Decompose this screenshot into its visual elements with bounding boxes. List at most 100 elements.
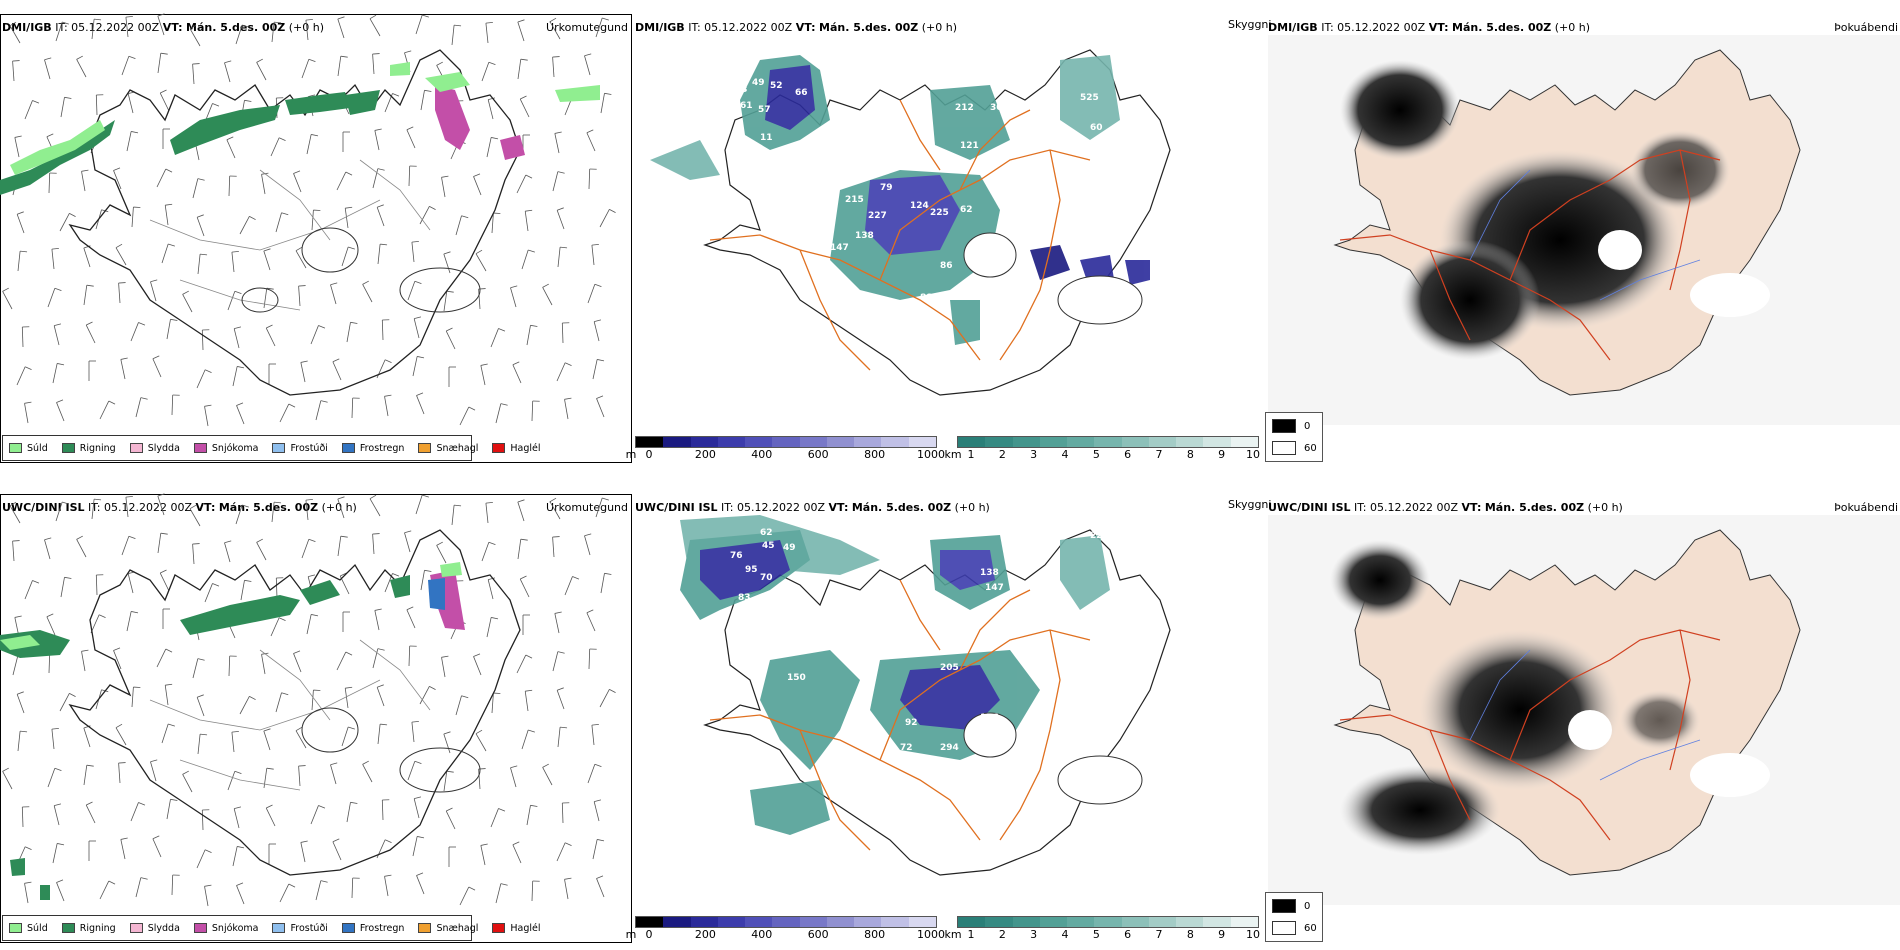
legend-item: Rigning — [61, 923, 116, 934]
wind-barb-flag — [446, 327, 453, 332]
wind-barb-flag — [557, 171, 565, 174]
precip-map-2[interactable] — [0, 480, 632, 950]
wind-barb-flag — [57, 843, 65, 846]
wind-barb-flag — [414, 316, 422, 319]
wind-barb — [231, 252, 235, 273]
legend-item: Frostregn — [341, 923, 404, 934]
wind-barb-flag — [500, 403, 508, 406]
wind-barb-flag — [182, 290, 189, 295]
legend-swatch — [129, 443, 143, 453]
wind-barb — [564, 399, 569, 420]
wind-barb — [236, 405, 245, 425]
wind-barb-flag — [377, 168, 385, 171]
wind-barb-flag — [165, 168, 173, 173]
wind-barb-flag — [311, 134, 319, 137]
wind-barb-flag — [557, 207, 564, 211]
vis-colorbar-km — [957, 436, 1259, 448]
wind-barb-flag — [86, 284, 94, 287]
wind-barb — [300, 362, 306, 383]
wind-barb-flag — [332, 358, 340, 363]
fog-legend-item: 0 — [1272, 419, 1310, 433]
precip-map-1[interactable] — [0, 0, 632, 470]
wind-barb-flag — [468, 886, 476, 891]
wind-barb — [46, 616, 56, 636]
wind-barb-flag — [384, 394, 392, 397]
legend-swatch — [341, 443, 355, 453]
wind-barb — [526, 805, 531, 826]
wind-barb-flag — [274, 21, 282, 24]
wind-barb — [549, 501, 561, 520]
wind-barb — [60, 577, 65, 598]
wind-barb-flag — [602, 497, 609, 501]
roads — [1339, 629, 1721, 841]
wind-barb-flag — [69, 692, 76, 697]
wind-barb — [95, 94, 98, 116]
wind-barb-flag — [454, 504, 462, 507]
wind-barb — [131, 687, 134, 708]
wind-barb — [239, 216, 250, 235]
wind-barb-flag — [436, 541, 443, 546]
wind-barb-flag — [609, 208, 616, 213]
fog-map-2[interactable] — [0, 480, 1900, 950]
wind-barb — [24, 580, 33, 600]
station-label: 205 — [940, 663, 959, 673]
iceland-outline — [68, 49, 521, 396]
legend-swatch — [193, 443, 207, 453]
wind-barb-flag — [320, 400, 328, 403]
wind-barb — [115, 247, 127, 266]
wind-barb-flag — [244, 579, 252, 582]
wind-barb — [420, 90, 425, 111]
station-label: 70 — [760, 573, 773, 583]
wind-barb — [159, 572, 170, 592]
wind-barb — [171, 394, 174, 416]
wind-barb — [166, 319, 171, 340]
roads — [709, 99, 1091, 371]
fog-header: UWC/DINI ISL IT: 05.12.2022 00Z VT: Mán.… — [1268, 501, 1623, 514]
wind-barb — [587, 284, 596, 304]
station-label: 66 — [795, 88, 808, 98]
fog-map-1[interactable] — [0, 0, 1900, 470]
precip-map-frame[interactable] — [0, 14, 632, 463]
colorbar-cell — [854, 917, 882, 927]
wind-barb-flag — [374, 608, 382, 611]
precip-areas — [0, 62, 600, 195]
wind-barb-flag — [86, 801, 93, 806]
wind-barb-flag — [157, 13, 165, 17]
wind-barb — [376, 687, 385, 707]
wind-barb-flag — [242, 504, 249, 508]
wind-barb-flag — [441, 655, 449, 658]
wind-barb — [381, 799, 384, 821]
wind-barb — [311, 210, 314, 231]
glacier-outline — [1057, 275, 1143, 325]
wind-barb — [596, 878, 605, 898]
wind-barb — [76, 539, 87, 558]
wind-barb — [24, 883, 29, 904]
rivers — [1469, 649, 1701, 781]
wind-barb-flag — [488, 577, 496, 580]
wind-barb — [485, 23, 489, 44]
wind-barb — [584, 535, 591, 556]
wind-barb — [275, 577, 278, 599]
wind-barb — [16, 694, 25, 714]
wind-barb-flag — [564, 397, 572, 400]
wind-barb-flag — [54, 323, 62, 326]
legend-swatch — [193, 923, 207, 933]
wind-barb — [12, 541, 15, 562]
wind-barb — [406, 129, 416, 149]
wind-barb-flag — [54, 803, 62, 806]
wind-barb — [2, 291, 13, 310]
fog-area — [1620, 690, 1700, 750]
precip-map-frame[interactable] — [0, 494, 632, 943]
wind-barb — [413, 798, 420, 819]
colorbar-unit: km — [944, 448, 962, 461]
colorbar-cell — [799, 917, 827, 927]
wind-barb — [517, 21, 525, 42]
wind-barb-flag — [584, 533, 592, 537]
wind-barb-flag — [113, 647, 121, 651]
wind-barb — [157, 533, 162, 554]
colorbar-tick: 400 — [751, 448, 773, 461]
colorbar-tick: 600 — [807, 448, 829, 461]
precip-legend: Súld Rigning Slydda Snjókoma Frostúði Fr… — [2, 915, 541, 941]
